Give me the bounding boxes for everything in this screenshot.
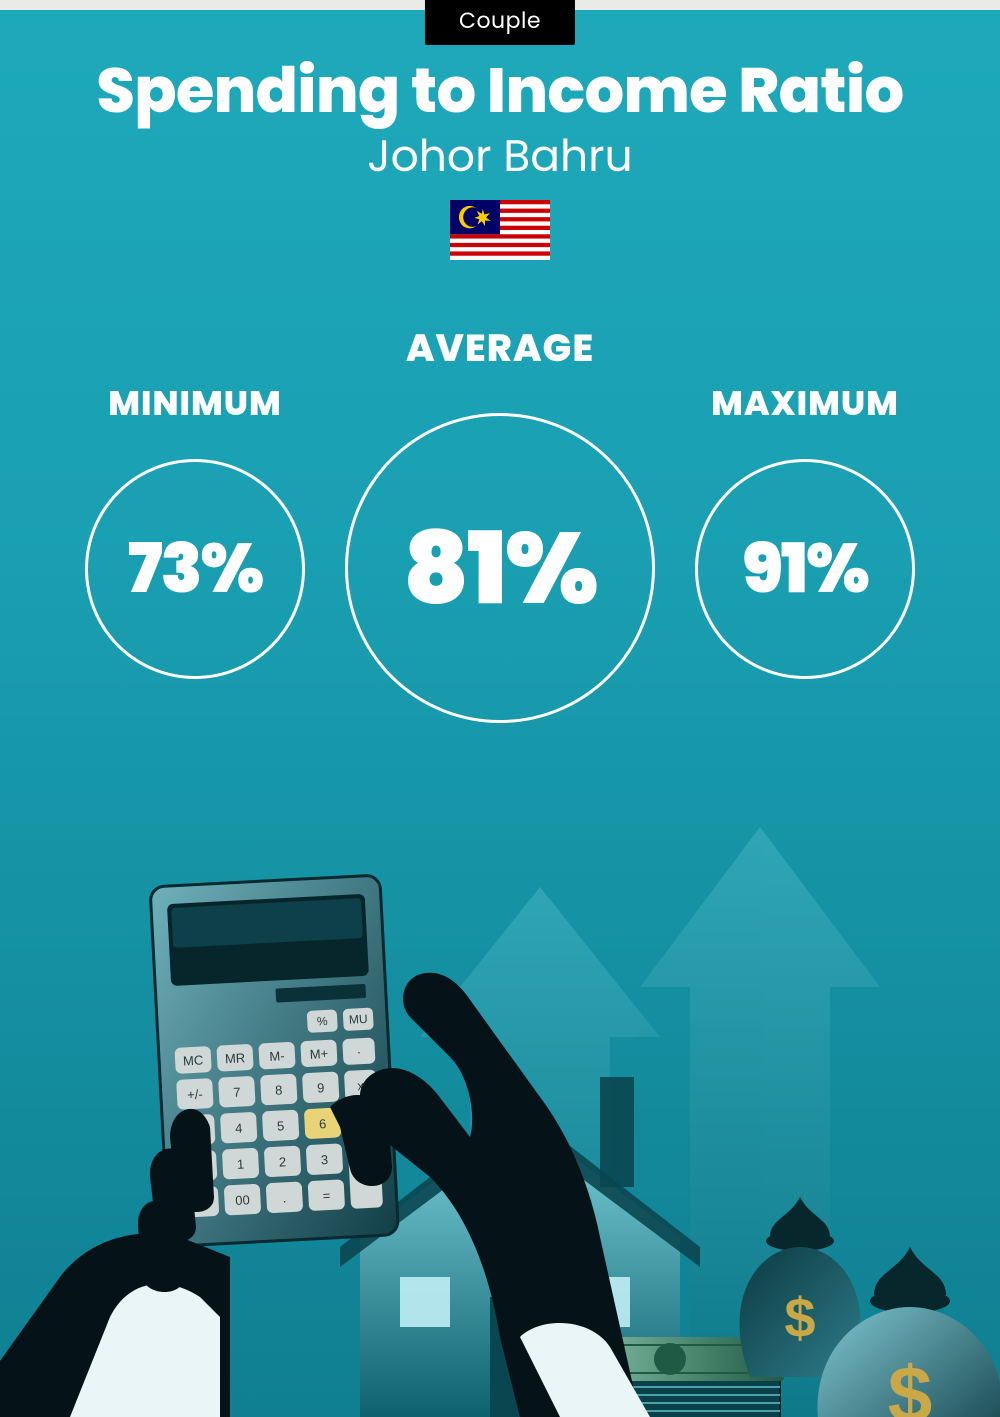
stat-minimum: MINIMUM 73% bbox=[85, 320, 305, 679]
category-badge: Couple bbox=[425, 0, 575, 45]
svg-text:8: 8 bbox=[275, 1082, 283, 1097]
svg-text:6: 6 bbox=[319, 1116, 327, 1131]
svg-text:M+: M+ bbox=[309, 1046, 328, 1062]
svg-text:00: 00 bbox=[235, 1192, 250, 1208]
stat-average: AVERAGE 81% bbox=[345, 320, 655, 723]
stat-minimum-label: MINIMUM bbox=[85, 378, 305, 429]
stat-maximum-circle: 91% bbox=[695, 459, 915, 679]
svg-text:MR: MR bbox=[225, 1050, 246, 1066]
svg-text:5: 5 bbox=[277, 1118, 285, 1133]
svg-text:$: $ bbox=[888, 1350, 933, 1417]
svg-text:4: 4 bbox=[235, 1121, 243, 1136]
svg-text:1: 1 bbox=[237, 1156, 245, 1171]
stat-minimum-circle: 73% bbox=[85, 459, 305, 679]
svg-text:2: 2 bbox=[279, 1154, 287, 1169]
illustration: $ $ % MU bbox=[0, 777, 1000, 1417]
svg-text:·: · bbox=[356, 1044, 361, 1059]
svg-text:MU: MU bbox=[349, 1012, 368, 1027]
svg-text:$: $ bbox=[784, 1286, 815, 1349]
stat-maximum-value: 91% bbox=[742, 518, 868, 620]
svg-text:7: 7 bbox=[233, 1085, 241, 1100]
stat-maximum-label: MAXIMUM bbox=[695, 378, 915, 429]
stats-row: MINIMUM 73% AVERAGE 81% MAXIMUM 91% bbox=[0, 320, 1000, 723]
location-subtitle: Johor Bahru bbox=[0, 124, 1000, 189]
svg-text:=: = bbox=[322, 1188, 330, 1203]
svg-text:+/-: +/- bbox=[187, 1087, 203, 1103]
stat-average-circle: 81% bbox=[345, 413, 655, 723]
stat-average-value: 81% bbox=[403, 493, 596, 643]
svg-text:M-: M- bbox=[269, 1048, 285, 1064]
stat-average-label: AVERAGE bbox=[345, 320, 655, 377]
svg-text:%: % bbox=[317, 1014, 329, 1029]
svg-text:3: 3 bbox=[321, 1152, 329, 1167]
flag-icon bbox=[450, 200, 550, 260]
stat-maximum: MAXIMUM 91% bbox=[695, 320, 915, 679]
svg-text:MC: MC bbox=[183, 1052, 204, 1068]
svg-text:9: 9 bbox=[317, 1080, 325, 1095]
stat-minimum-value: 73% bbox=[128, 518, 262, 620]
